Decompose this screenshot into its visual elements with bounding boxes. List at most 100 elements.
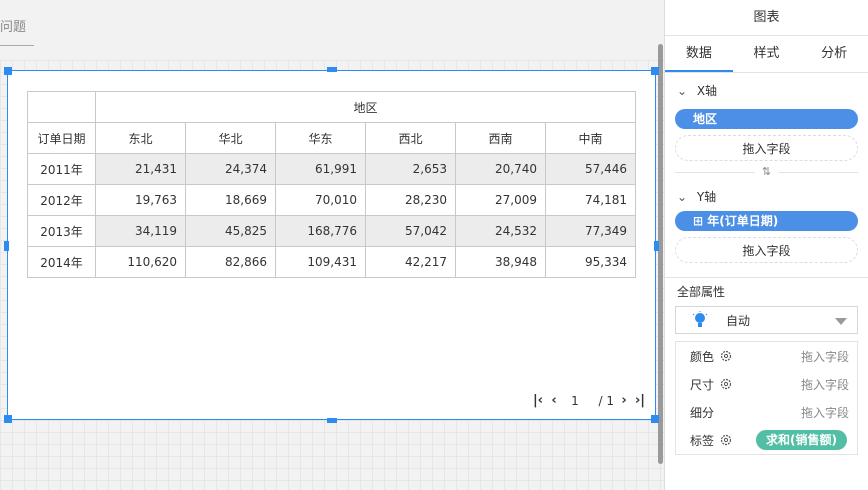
canvas-area[interactable]: 问题 地区 订单日期 东北 华北 华东 西北 西南 中南	[0, 0, 664, 490]
column-header: 西北	[365, 122, 456, 154]
property-color[interactable]: 颜色 拖入字段	[676, 342, 857, 370]
table-cell: 61,991	[275, 153, 366, 185]
y-axis-field-pill[interactable]: ⊞ 年(订单日期)	[675, 211, 858, 231]
widget-title-stub[interactable]: 问题	[0, 16, 34, 46]
table-cell: 18,669	[185, 184, 276, 216]
y-axis-section-header[interactable]: ⌄ Y轴	[665, 183, 868, 211]
x-axis-drop-zone[interactable]: 拖入字段	[675, 135, 858, 161]
vertical-scrollbar[interactable]	[658, 44, 663, 464]
table-cell: 57,446	[545, 153, 636, 185]
table-cell: 77,349	[545, 215, 636, 247]
table-cell: 24,374	[185, 153, 276, 185]
property-label: 尺寸	[690, 377, 715, 392]
property-label: 细分	[690, 405, 715, 420]
first-page-icon[interactable]: |‹	[532, 393, 544, 408]
swap-axes-icon[interactable]: ⇅	[665, 161, 868, 183]
last-page-icon[interactable]: ›|	[634, 393, 646, 408]
y-axis-label: Y轴	[696, 190, 717, 204]
property-label: 颜色	[690, 349, 715, 364]
current-page-input[interactable]: 1	[571, 393, 579, 408]
table-cell: 20,740	[455, 153, 546, 185]
property-label: 标签	[690, 433, 715, 448]
pivot-table: 地区 订单日期 东北 华北 华东 西北 西南 中南 2011年 21,431 2…	[27, 91, 636, 278]
property-drop-zone[interactable]: 拖入字段	[800, 349, 849, 364]
property-detail[interactable]: 细分 拖入字段	[676, 398, 857, 426]
column-header: 中南	[545, 122, 636, 154]
pivot-table-widget[interactable]: 地区 订单日期 东北 华北 华东 西北 西南 中南 2011年 21,431 2…	[4, 67, 659, 423]
table-row: 2014年 110,620 82,866 109,431 42,217 38,9…	[27, 246, 636, 278]
all-properties-label: 全部属性	[677, 285, 726, 299]
row-label: 2012年	[27, 184, 96, 216]
lightbulb-icon	[692, 311, 708, 327]
table-cell: 38,948	[455, 246, 546, 278]
column-header: 西南	[455, 122, 546, 154]
panel-tabs: 数据 样式 分析	[665, 36, 868, 73]
table-cell: 57,042	[365, 215, 456, 247]
property-drop-zone[interactable]: 拖入字段	[800, 405, 849, 420]
table-cell: 34,119	[95, 215, 186, 247]
chevron-down-icon: ⌄	[677, 84, 688, 98]
x-axis-section-header[interactable]: ⌄ X轴	[665, 73, 868, 109]
mark-type-select[interactable]: 自动	[675, 306, 858, 334]
resize-handle-top-right[interactable]	[651, 67, 659, 75]
table-cell: 28,230	[365, 184, 456, 216]
x-axis-label: X轴	[696, 84, 718, 98]
chevron-down-icon: ⌄	[677, 190, 688, 204]
x-axis-field-pill[interactable]: 地区	[675, 109, 858, 129]
resize-handle-bottom-right[interactable]	[651, 415, 659, 423]
canvas-header: 问题	[0, 0, 664, 60]
panel-title: 图表	[665, 0, 868, 36]
table-cell: 27,009	[455, 184, 546, 216]
row-label: 2011年	[27, 153, 96, 185]
label-field-pill[interactable]: 求和(销售额)	[756, 430, 847, 450]
tab-analysis[interactable]: 分析	[821, 46, 848, 61]
row-label: 2013年	[27, 215, 96, 247]
section-divider	[665, 277, 868, 278]
gear-icon[interactable]	[720, 350, 732, 362]
table-cell: 95,334	[545, 246, 636, 278]
tab-style[interactable]: 样式	[753, 46, 780, 61]
table-cell: 42,217	[365, 246, 456, 278]
prev-page-icon[interactable]: ‹	[551, 393, 557, 408]
property-label-field[interactable]: 标签 求和(销售额)	[676, 426, 857, 454]
table-cell: 168,776	[275, 215, 366, 247]
table-row: 2011年 21,431 24,374 61,991 2,653 20,740 …	[27, 153, 636, 185]
caret-down-icon	[835, 318, 847, 325]
table-cell: 45,825	[185, 215, 276, 247]
chart-config-panel: 图表 数据 样式 分析 ⌄ X轴 地区 拖入字段 ⇅ ⌄ Y轴 ⊞ 年(订单日期…	[664, 0, 868, 490]
gear-icon[interactable]	[720, 434, 732, 446]
table-cell: 2,653	[365, 153, 456, 185]
row-header: 订单日期	[27, 122, 96, 154]
table-row: 2012年 19,763 18,669 70,010 28,230 27,009…	[27, 184, 636, 216]
y-axis-drop-zone[interactable]: 拖入字段	[675, 237, 858, 263]
resize-handle-top[interactable]	[327, 67, 337, 72]
resize-handle-bottom-left[interactable]	[4, 415, 12, 423]
resize-handle-bottom[interactable]	[327, 418, 337, 423]
table-row: 2013年 34,119 45,825 168,776 57,042 24,53…	[27, 215, 636, 247]
table-cell: 109,431	[275, 246, 366, 278]
corner-cell	[27, 91, 96, 123]
gear-icon[interactable]	[720, 378, 732, 390]
tab-data[interactable]: 数据	[665, 36, 733, 72]
table-cell: 21,431	[95, 153, 186, 185]
total-pages: / 1	[598, 393, 615, 408]
column-header: 华东	[275, 122, 366, 154]
row-label: 2014年	[27, 246, 96, 278]
column-group-header: 地区	[95, 91, 636, 123]
table-cell: 110,620	[95, 246, 186, 278]
column-header: 华北	[185, 122, 276, 154]
properties-list: 颜色 拖入字段 尺寸 拖入字段 细分 拖入字段 标签 求和(销售额)	[675, 341, 858, 455]
next-page-icon[interactable]: ›	[621, 393, 627, 408]
resize-handle-right[interactable]	[654, 241, 659, 251]
mark-type-value: 自动	[726, 313, 751, 328]
table-cell: 70,010	[275, 184, 366, 216]
table-cell: 74,181	[545, 184, 636, 216]
table-cell: 19,763	[95, 184, 186, 216]
resize-handle-left[interactable]	[4, 241, 9, 251]
property-size[interactable]: 尺寸 拖入字段	[676, 370, 857, 398]
table-cell: 24,532	[455, 215, 546, 247]
pagination: |‹ ‹ 1 / 1 › ›|	[530, 393, 648, 408]
resize-handle-top-left[interactable]	[4, 67, 12, 75]
table-cell: 82,866	[185, 246, 276, 278]
property-drop-zone[interactable]: 拖入字段	[800, 377, 849, 392]
